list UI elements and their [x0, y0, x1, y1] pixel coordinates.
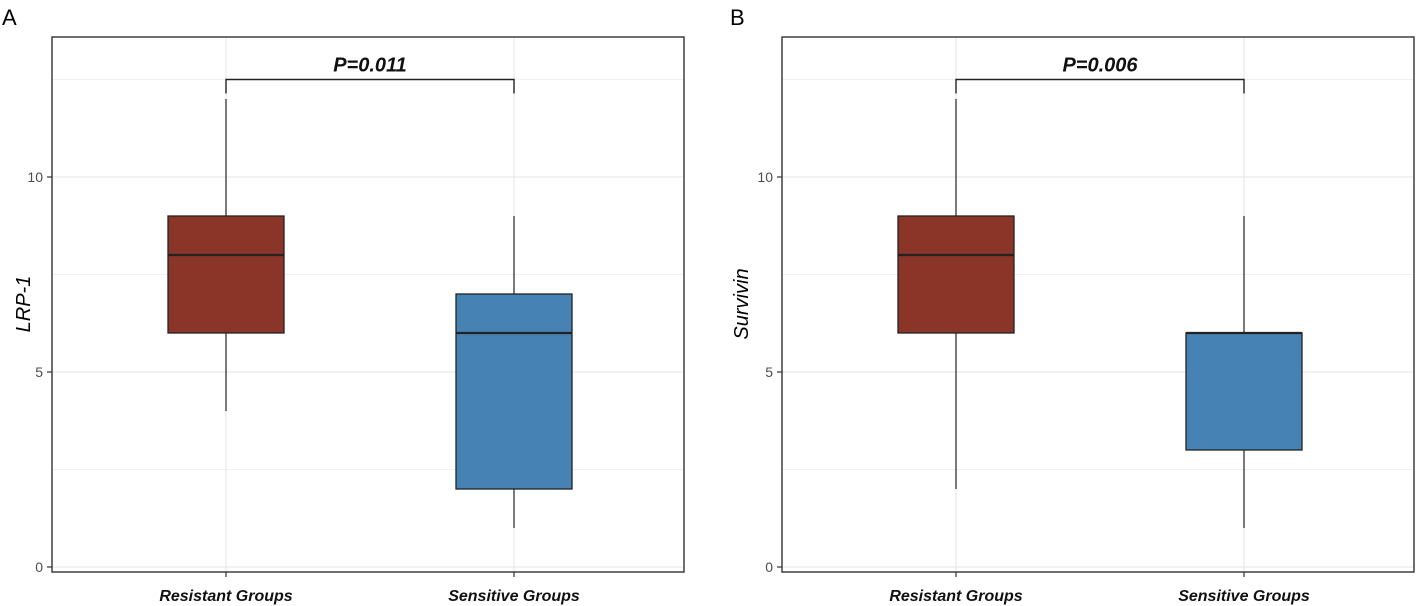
category-label-sensitive: Sensitive Groups — [1178, 588, 1310, 605]
y-tick-label: 0 — [765, 559, 773, 575]
p-value-label: P=0.011 — [333, 55, 407, 77]
panel-letter: A — [2, 5, 17, 30]
box-resistant — [167, 99, 285, 411]
y-tick-label: 0 — [35, 559, 43, 575]
iqr-box — [455, 293, 573, 490]
box-resistant — [897, 99, 1015, 489]
y-tick-label: 5 — [765, 364, 773, 380]
y-tick-label: 10 — [757, 169, 773, 185]
comparison-bracket — [225, 78, 515, 94]
panel-letter: B — [730, 5, 745, 30]
box-sensitive — [455, 216, 573, 528]
plot-frame — [781, 36, 1415, 573]
y-tick-label: 10 — [27, 169, 43, 185]
category-label-resistant: Resistant Groups — [889, 588, 1022, 605]
iqr-box — [897, 215, 1015, 334]
panel-b: B 0 5 10 P=0.006 Survivin Resistant Groups… — [730, 5, 1415, 605]
y-axis-label: Survivin — [731, 268, 753, 339]
iqr-box — [167, 215, 285, 334]
plot-frame — [51, 36, 685, 573]
panel-a: A 0 5 10 P=0.011 LRP-1 Resistant Groups Se… — [2, 5, 685, 605]
category-label-resistant: Resistant Groups — [159, 588, 292, 605]
comparison-bracket — [955, 78, 1245, 94]
y-tick-label: 5 — [35, 364, 43, 380]
category-label-sensitive: Sensitive Groups — [448, 588, 580, 605]
p-value-label: P=0.006 — [1062, 55, 1138, 77]
y-axis-label: LRP-1 — [13, 276, 35, 333]
iqr-box — [1185, 332, 1303, 451]
box-sensitive — [1185, 216, 1303, 528]
